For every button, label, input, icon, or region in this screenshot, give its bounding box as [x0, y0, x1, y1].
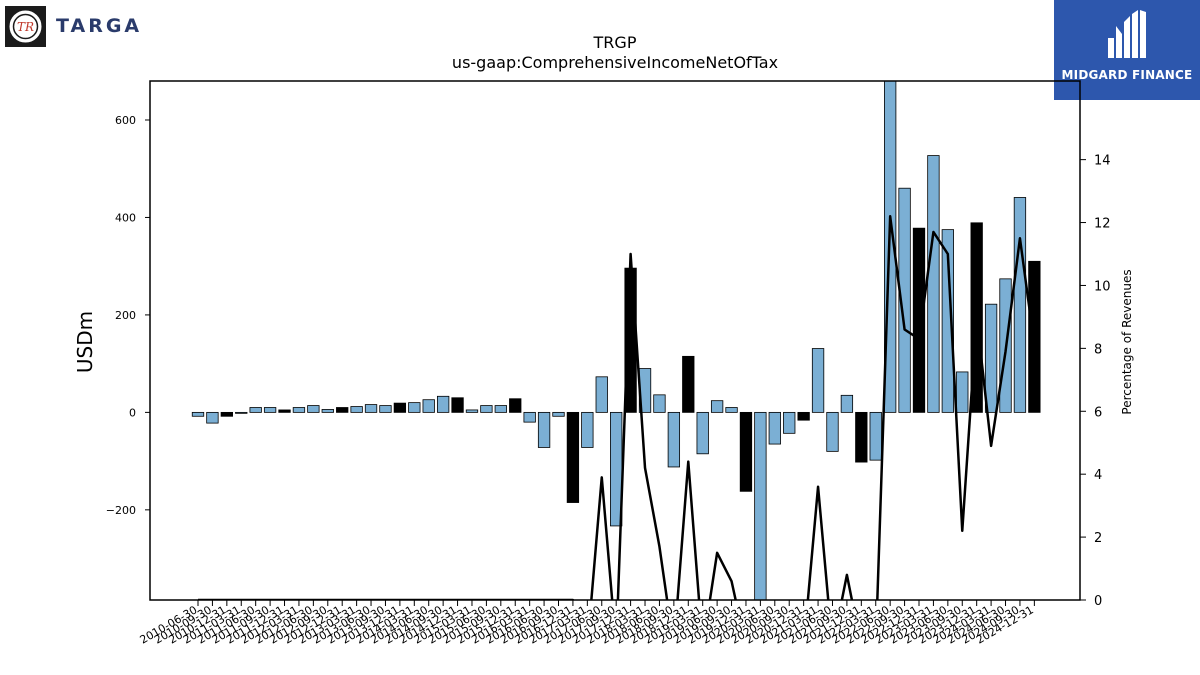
- y-tick-label: 0: [129, 406, 136, 419]
- bar: [552, 411, 565, 417]
- bar: [941, 229, 954, 413]
- bar: [465, 409, 479, 413]
- y2-tick-label: 4: [1094, 468, 1102, 483]
- bar: [869, 411, 882, 461]
- bar: [364, 404, 378, 413]
- y-tick-label: −200: [106, 504, 136, 517]
- bar: [494, 405, 507, 413]
- y2-tick-label: 12: [1094, 217, 1111, 232]
- bar: [783, 411, 796, 434]
- bar: [840, 394, 854, 413]
- bar: [480, 405, 493, 413]
- bar: [927, 155, 940, 413]
- bar: [408, 402, 421, 413]
- midgard-finance-label: MIDGARD FINANCE: [1061, 68, 1193, 82]
- bar: [754, 411, 767, 600]
- bar: [249, 407, 262, 413]
- bar: [710, 400, 724, 413]
- plot-frame: [149, 80, 1081, 601]
- bar: [307, 405, 320, 413]
- bar: [725, 407, 738, 413]
- line-series: [198, 215, 1036, 600]
- midgard-finance-logo: MIDGARD FINANCE: [1054, 0, 1200, 100]
- bar: [537, 411, 551, 448]
- bar: [682, 355, 695, 413]
- bar: [350, 406, 363, 413]
- y2-tick-label: 6: [1094, 405, 1102, 420]
- y-axis-left: −200 0 200 400 600: [106, 114, 150, 517]
- targa-logo-text: TARGA: [56, 15, 143, 37]
- bar: [826, 411, 839, 452]
- midgard-mark-icon: [1108, 10, 1146, 58]
- targa-logo: TR TARGA: [5, 5, 142, 47]
- y2-tick-label: 14: [1094, 154, 1111, 169]
- bar: [523, 411, 536, 423]
- bar: [206, 411, 219, 424]
- y2-tick-label: 0: [1094, 594, 1102, 609]
- svg-text:TR: TR: [17, 20, 34, 34]
- bar: [220, 411, 233, 417]
- bar: [984, 303, 998, 413]
- targa-emblem-icon: TR: [5, 5, 46, 47]
- chart-title: TRGP: [593, 33, 637, 52]
- y2-tick-label: 2: [1094, 531, 1102, 546]
- bar: [336, 407, 349, 413]
- bar: [321, 409, 334, 413]
- y2-tick-label: 8: [1094, 342, 1102, 357]
- bar: [581, 411, 594, 448]
- bar: [566, 411, 580, 503]
- bar: [898, 187, 911, 413]
- bar: [855, 411, 868, 463]
- bar: [797, 411, 810, 421]
- x-axis: 2010-06-302010-09-302010-12-312011-03-31…: [138, 600, 1036, 647]
- y2-tick-label: 10: [1094, 279, 1111, 294]
- chart-subtitle: us-gaap:ComprehensiveIncomeNetOfTax: [452, 53, 778, 72]
- y-tick-label: 200: [115, 309, 136, 322]
- bar: [667, 411, 681, 468]
- bar: [653, 394, 666, 413]
- y-tick-label: 400: [115, 211, 136, 224]
- bar: [912, 227, 926, 413]
- bar: [811, 348, 825, 413]
- bar: [509, 398, 522, 413]
- bar-series: [191, 81, 1041, 600]
- bar: [956, 371, 969, 413]
- bar: [436, 395, 450, 413]
- bar: [768, 411, 781, 445]
- bar: [235, 411, 248, 414]
- percentage-line: [198, 215, 1036, 600]
- bar: [451, 397, 464, 413]
- bar: [739, 411, 753, 492]
- targa-logo-mark: TR: [5, 5, 46, 47]
- bar: [263, 407, 277, 413]
- bar: [422, 399, 435, 413]
- bar: [595, 376, 608, 413]
- bar: [379, 405, 392, 413]
- bar: [292, 407, 306, 413]
- bar: [393, 402, 407, 413]
- bar: [1013, 197, 1027, 413]
- bar: [696, 411, 709, 455]
- bar: [278, 409, 291, 413]
- y-tick-label: 600: [115, 114, 136, 127]
- y-axis-right: 0 2 4 6 8 10 12 14: [1080, 154, 1111, 609]
- y2-axis-label: Percentage of Revenues: [1120, 269, 1134, 414]
- bar: [191, 411, 205, 417]
- y-axis-label: USDm: [73, 311, 97, 373]
